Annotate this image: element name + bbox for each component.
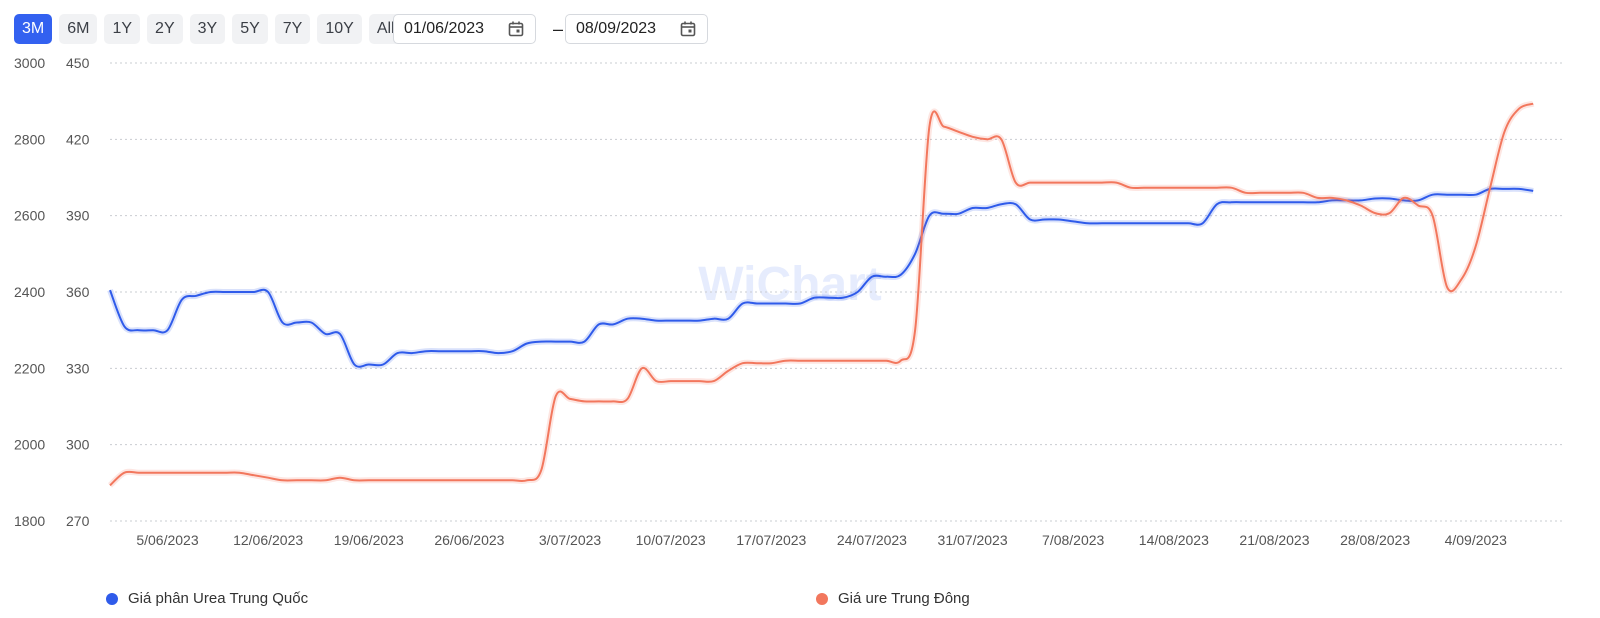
- range-toolbar: 3M 6M 1Y 2Y 3Y 5Y 7Y 10Y All: [14, 14, 410, 44]
- y-left-tick-label: 2600: [14, 208, 45, 224]
- y-right-tick-label: 300: [66, 437, 90, 453]
- y-right-tick-label: 330: [66, 360, 90, 376]
- range-button-5y[interactable]: 5Y: [232, 14, 268, 44]
- legend-dot-china: [106, 592, 118, 605]
- y-right-tick-label: 450: [66, 55, 90, 71]
- calendar-icon[interactable]: [679, 20, 697, 38]
- range-button-1y[interactable]: 1Y: [104, 14, 141, 44]
- y-right-tick-label: 360: [66, 284, 90, 300]
- x-tick-label: 17/07/2023: [736, 532, 806, 548]
- start-date-field[interactable]: 01/06/2023: [393, 14, 536, 44]
- start-date-value: 01/06/2023: [404, 20, 485, 37]
- y-right-tick-label: 420: [66, 131, 90, 147]
- legend-item-middle-east[interactable]: Giá ure Trung Đông: [816, 590, 970, 607]
- end-date-value: 08/09/2023: [576, 20, 657, 37]
- legend-dot-middle-east: [816, 592, 828, 605]
- range-button-10y[interactable]: 10Y: [317, 14, 362, 44]
- range-button-2y[interactable]: 2Y: [147, 14, 183, 44]
- y-left-tick-label: 3000: [14, 55, 45, 71]
- x-tick-label: 19/06/2023: [334, 532, 404, 548]
- x-tick-label: 4/09/2023: [1445, 532, 1507, 548]
- x-tick-label: 31/07/2023: [938, 532, 1008, 548]
- y-right-tick-label: 270: [66, 513, 90, 529]
- x-tick-label: 3/07/2023: [539, 532, 601, 548]
- y-right-tick-label: 390: [66, 208, 90, 224]
- series-line-china-urea[interactable]: [109, 187, 1534, 368]
- line-chart: WiChart 1800 270 2000 300 2200 330 2400 360 2600…: [14, 55, 1562, 548]
- x-tick-label: 7/08/2023: [1042, 532, 1104, 548]
- y-left-tick-label: 2800: [14, 131, 45, 147]
- x-tick-label: 28/08/2023: [1340, 532, 1410, 548]
- calendar-icon[interactable]: [507, 20, 525, 38]
- watermark: WiChart: [698, 258, 882, 311]
- y-left-tick-label: 2000: [14, 437, 45, 453]
- series-line-middle-east-urea[interactable]: [109, 102, 1534, 487]
- x-tick-label: 21/08/2023: [1239, 532, 1309, 548]
- x-tick-label: 26/06/2023: [434, 532, 504, 548]
- x-tick-label: 5/06/2023: [136, 532, 198, 548]
- range-button-3y[interactable]: 3Y: [189, 14, 226, 44]
- range-button-6m[interactable]: 6M: [59, 14, 98, 44]
- y-left-tick-label: 2200: [14, 360, 45, 376]
- legend-item-china[interactable]: Giá phân Urea Trung Quốc: [106, 590, 308, 607]
- x-tick-label: 12/06/2023: [233, 532, 303, 548]
- y-left-tick-label: 2400: [14, 284, 45, 300]
- y-left-tick-label: 1800: [14, 513, 45, 529]
- date-range-separator: –: [553, 19, 564, 39]
- x-tick-label: 10/07/2023: [636, 532, 706, 548]
- x-tick-label: 14/08/2023: [1139, 532, 1209, 548]
- end-date-field[interactable]: 08/09/2023: [565, 14, 708, 44]
- legend-label-china: Giá phân Urea Trung Quốc: [128, 590, 309, 607]
- range-button-7y[interactable]: 7Y: [274, 14, 311, 44]
- x-tick-label: 24/07/2023: [837, 532, 907, 548]
- range-button-3m[interactable]: 3M: [14, 14, 53, 44]
- legend-label-middle-east: Giá ure Trung Đông: [838, 590, 970, 607]
